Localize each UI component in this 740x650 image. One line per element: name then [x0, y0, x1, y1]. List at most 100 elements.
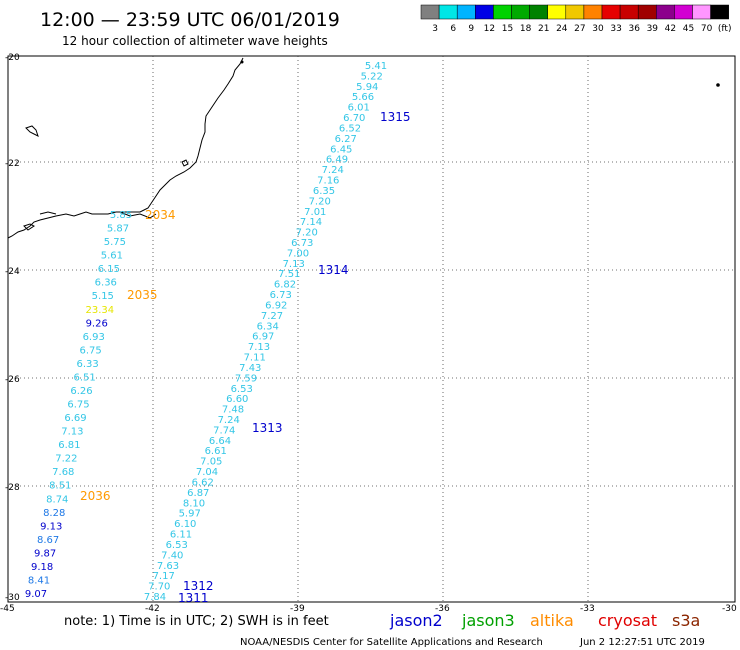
lon-label: -45 [0, 604, 15, 614]
legend-swatch [529, 4, 548, 20]
lat-label: -30 [5, 593, 20, 603]
lat-label: -26 [5, 375, 20, 385]
map-subtitle: 12 hour collection of altimeter wave hei… [62, 34, 328, 48]
wave-height-label: 6.15 [98, 264, 120, 275]
legend-swatch [619, 4, 639, 20]
wave-height-label: 9.26 [86, 318, 108, 329]
legend-swatch [674, 4, 693, 20]
wave-height-label: 7.13 [283, 259, 305, 270]
legend-swatch [493, 4, 512, 20]
legend-label: 18 [520, 24, 532, 34]
map-title: 12:00 — 23:59 UTC 06/01/2019 [40, 9, 340, 31]
wave-height-label: 7.11 [244, 353, 266, 364]
wave-height-label: 7.22 [55, 454, 77, 465]
legend-label: 39 [647, 24, 659, 34]
wave-height-label: 6.69 [64, 413, 86, 424]
wave-height-label: 5.66 [352, 92, 374, 103]
legend-label: 42 [665, 24, 676, 34]
time-label: 1315 [380, 110, 411, 124]
track-a-wave-heights: 5.415.225.945.666.016.706.526.276.456.49… [144, 61, 387, 603]
legend-label: 6 [450, 24, 456, 34]
legend-swatch [475, 4, 494, 20]
wave-height-label: 6.10 [174, 519, 196, 530]
wave-height-label: 9.07 [25, 589, 47, 600]
time-label: 1313 [252, 421, 283, 435]
wave-height-label: 7.13 [248, 342, 270, 353]
legend-swatch [637, 4, 657, 20]
wave-height-label: 6.35 [313, 186, 335, 197]
legend-label: 33 [610, 24, 621, 34]
island-dot [716, 83, 720, 87]
wave-height-label: 23.34 [85, 305, 114, 316]
wave-height-label: 7.13 [61, 427, 83, 438]
legend-label: 45 [683, 24, 694, 34]
wave-height-label: 7.51 [278, 269, 300, 280]
legend-label: 9 [468, 24, 474, 34]
time-label: 1312 [183, 579, 214, 593]
satellite-name: jason3 [461, 611, 515, 630]
wave-height-label: 7.04 [196, 467, 218, 478]
footer-timestamp: Jun 2 12:27:51 UTC 2019 [579, 637, 705, 648]
wave-height-label: 7.01 [304, 207, 326, 218]
lat-label: -24 [5, 267, 20, 277]
footer-note: note: 1) Time is in UTC; 2) SWH is in fe… [64, 614, 329, 629]
legend-swatch [656, 4, 675, 20]
wave-height-label: 7.63 [157, 561, 179, 572]
wave-height-label: 7.27 [261, 311, 283, 322]
legend-swatch [511, 4, 530, 20]
wave-height-label: 8.28 [43, 508, 65, 519]
time-label: 2034 [145, 208, 176, 222]
wave-height-label: 5.85 [110, 210, 132, 221]
wave-height-label: 6.52 [339, 124, 361, 135]
wave-height-label: 7.14 [300, 217, 322, 228]
wave-height-label: 9.87 [34, 548, 56, 559]
wave-height-label: 7.17 [153, 571, 175, 582]
legend-label: 30 [592, 24, 604, 34]
wave-height-label: 6.87 [187, 488, 209, 499]
satellite-legend: jason2 jason3 altika cryosat s3a [389, 611, 700, 630]
wave-height-label: 8.67 [37, 535, 59, 546]
wave-height-label: 6.27 [335, 134, 357, 145]
legend-swatch [438, 4, 458, 20]
wave-height-label: 6.53 [166, 540, 188, 551]
lat-label: -28 [5, 483, 20, 493]
wave-height-label: 6.62 [192, 478, 214, 489]
legend-label: (ft) [718, 24, 732, 34]
wave-height-color-legend: 3 6 9 12 15 18 21 24 27 30 33 36 39 42 45 70 (ft) [420, 4, 732, 34]
lon-label: -36 [435, 604, 450, 614]
wave-height-label: 7.40 [161, 550, 183, 561]
legend-label: 70 [701, 24, 713, 34]
wave-height-label: 8.10 [183, 498, 205, 509]
legend-label: 15 [502, 24, 513, 34]
wave-height-label: 7.70 [148, 582, 170, 593]
wave-height-label: 5.41 [365, 61, 387, 72]
wave-height-label: 6.64 [209, 436, 231, 447]
coastline [7, 57, 244, 239]
satellite-name: jason2 [389, 611, 443, 630]
legend-swatch [547, 4, 567, 20]
wave-height-label: 6.92 [265, 301, 287, 312]
wave-height-label: 6.75 [67, 400, 89, 411]
wave-height-label: 7.00 [287, 248, 309, 259]
plot-frame [7, 55, 736, 603]
wave-height-label: 9.18 [31, 562, 53, 573]
wave-height-label: 6.93 [83, 332, 105, 343]
lon-label: -30 [722, 604, 737, 614]
wave-height-label: 7.20 [296, 228, 318, 239]
legend-swatch [692, 4, 711, 20]
wave-height-label: 5.97 [179, 509, 201, 520]
lat-label: -20 [5, 53, 20, 63]
lon-label: -33 [580, 604, 595, 614]
wave-height-label: 6.36 [95, 278, 117, 289]
wave-height-label: 6.34 [257, 321, 279, 332]
wave-height-label: 9.13 [40, 521, 62, 532]
track-a-time-labels: 1315 1314 1313 1312 1311 [178, 110, 411, 605]
wave-height-label: 6.33 [76, 359, 98, 370]
lat-label: -22 [5, 159, 20, 169]
wave-height-label: 6.97 [252, 332, 274, 343]
wave-height-label: 6.81 [58, 440, 80, 451]
legend-swatch [583, 4, 603, 20]
wave-height-label: 6.61 [205, 446, 227, 457]
satellite-name: cryosat [598, 611, 657, 630]
